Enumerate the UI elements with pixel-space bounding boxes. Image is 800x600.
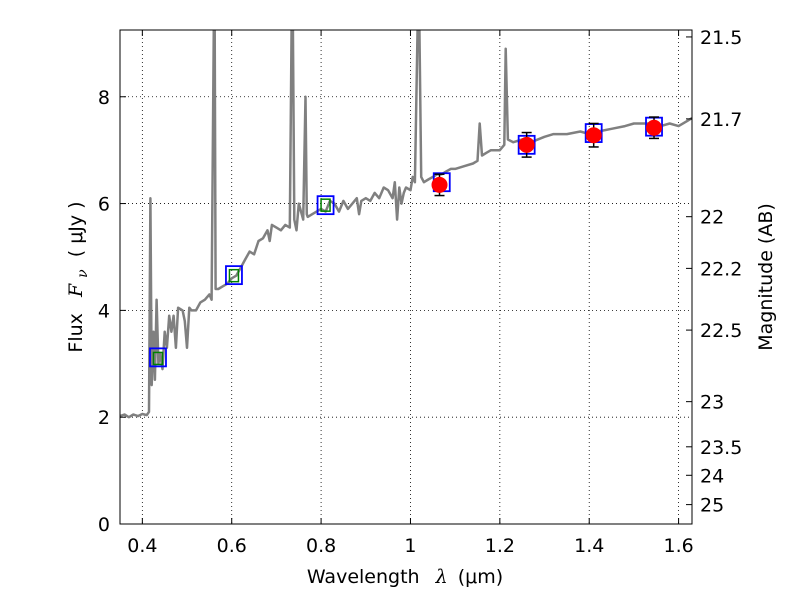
tick-marks [120, 30, 692, 525]
x-axis-label-unit: (μm) [458, 566, 503, 588]
y-axis-label-unit: ( μJy ) [65, 201, 87, 257]
y-axis-label-subscript: ν [75, 269, 91, 278]
y2-tick-label: 25 [700, 495, 724, 517]
marker-layer [149, 116, 663, 368]
grid-lines [120, 30, 692, 525]
y2-tick-label: 21.5 [700, 27, 742, 49]
observed-photometry-point [431, 176, 448, 193]
y2-tick-label: 22.2 [700, 258, 742, 280]
observed-band-marker [152, 351, 164, 366]
observed-photometry-point [585, 127, 602, 144]
y2-tick-label: 22.5 [700, 320, 742, 342]
y2-tick-label: 23.5 [700, 437, 742, 459]
y-tick-label: 0 [98, 514, 110, 536]
x-tick-label: 1.6 [663, 535, 693, 557]
y-axis-label: Flux F ν ( μJy ) [65, 201, 92, 352]
y-tick-label: 4 [98, 300, 110, 322]
y2-tick-label: 23 [700, 392, 724, 414]
spectrum-line [120, 30, 692, 419]
plot-frame [119, 29, 693, 525]
y-tick-label: 2 [98, 407, 110, 429]
y2-axis-label: Magnitude (AB) [755, 203, 777, 351]
x-tick-label: 1.4 [574, 535, 604, 557]
y-axis-label-symbol: F [65, 283, 87, 298]
x-tick-label: 0.8 [306, 535, 336, 557]
y-axis-label-text: Flux [65, 313, 87, 353]
observed-photometry-point [646, 119, 663, 136]
y2-tick-label: 24 [700, 465, 724, 487]
x-tick-label: 1.2 [485, 535, 515, 557]
model-photometry-marker [316, 195, 335, 216]
x-tick-label: 0.6 [217, 535, 247, 557]
y-tick-label: 6 [98, 194, 110, 216]
x-tick-label: 0.4 [127, 535, 157, 557]
model-photometry-marker [149, 347, 167, 368]
model-photometry-marker [225, 265, 243, 286]
observed-photometry-point [518, 136, 535, 153]
x-axis-label-text: Wavelength [307, 566, 420, 588]
x-axis-label: Wavelength λ (μm) [307, 566, 503, 588]
observed-band-marker [320, 198, 331, 212]
x-tick-label: 1 [404, 535, 416, 557]
spectrum-layer [120, 30, 692, 419]
x-axis-label-symbol: λ [435, 566, 448, 588]
y2-tick-label: 22 [700, 207, 724, 229]
y2-tick-label: 21.7 [700, 109, 742, 131]
y-tick-label: 8 [98, 87, 110, 109]
tick-labels: 0.4 0.6 0.8 1 1.2 1.4 1.60246821.521.72222.222… [98, 27, 742, 557]
observed-band-marker [228, 268, 240, 283]
